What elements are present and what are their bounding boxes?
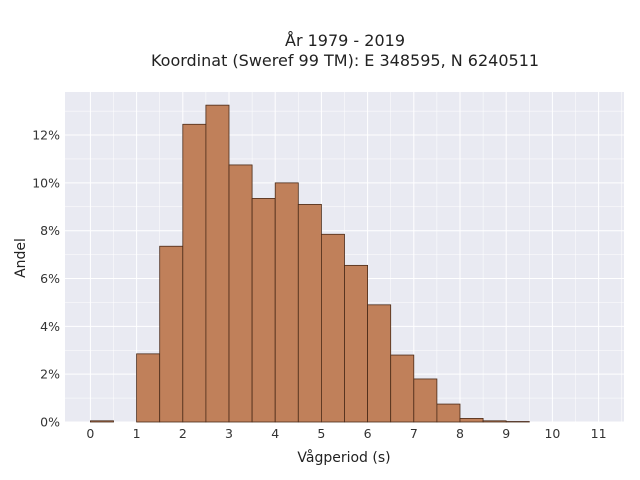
x-tick-label: 6 bbox=[364, 426, 372, 441]
x-tick-label: 0 bbox=[86, 426, 94, 441]
x-tick-label: 1 bbox=[133, 426, 141, 441]
x-tick-label: 4 bbox=[271, 426, 279, 441]
histogram-bar bbox=[136, 353, 161, 423]
histogram-bar bbox=[436, 403, 461, 423]
histogram-bar bbox=[344, 264, 368, 423]
histogram-bar bbox=[251, 198, 276, 423]
histogram-bar bbox=[228, 164, 253, 423]
x-tick-label: 9 bbox=[502, 426, 510, 441]
histogram-bar bbox=[297, 203, 322, 423]
y-tick-label: 8% bbox=[40, 223, 60, 238]
histogram-bar bbox=[90, 420, 114, 423]
y-tick-label: 0% bbox=[40, 415, 60, 430]
chart-title-line1: År 1979 - 2019 bbox=[285, 31, 405, 50]
histogram-bar bbox=[321, 233, 345, 423]
y-tick-labels: 0% 2% 4% 6% 8% 10% 12% bbox=[32, 128, 60, 430]
histogram-bar bbox=[182, 123, 207, 423]
bars-group bbox=[90, 104, 530, 423]
histogram-bar bbox=[390, 354, 415, 423]
y-tick-label: 2% bbox=[40, 367, 60, 382]
y-tick-label: 6% bbox=[40, 271, 60, 286]
x-tick-label: 11 bbox=[591, 426, 607, 441]
y-tick-label: 12% bbox=[32, 128, 60, 143]
x-tick-label: 5 bbox=[317, 426, 325, 441]
x-tick-label: 8 bbox=[456, 426, 464, 441]
histogram-bar bbox=[274, 182, 299, 423]
histogram-bar bbox=[413, 378, 438, 423]
histogram-bar bbox=[482, 420, 507, 423]
x-axis-label: Vågperiod (s) bbox=[297, 449, 390, 466]
histogram-bar bbox=[159, 245, 184, 423]
x-tick-labels: 0 1 2 3 4 5 6 7 8 9 10 11 bbox=[86, 426, 606, 441]
y-tick-label: 10% bbox=[32, 175, 60, 190]
x-tick-label: 10 bbox=[544, 426, 560, 441]
histogram-bar bbox=[459, 418, 484, 423]
chart-title-line2: Koordinat (Sweref 99 TM): E 348595, N 62… bbox=[151, 51, 539, 70]
x-tick-label: 2 bbox=[179, 426, 187, 441]
x-tick-label: 3 bbox=[225, 426, 233, 441]
histogram-bar bbox=[205, 104, 230, 423]
histogram-bar bbox=[367, 304, 392, 423]
x-tick-label: 7 bbox=[410, 426, 418, 441]
y-axis-label: Andel bbox=[13, 238, 29, 278]
y-tick-label: 4% bbox=[40, 319, 60, 334]
